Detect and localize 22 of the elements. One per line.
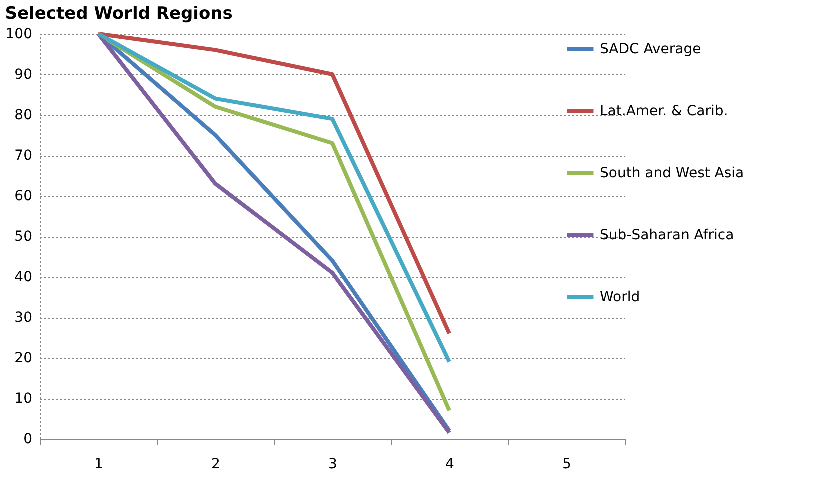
y-tick-label: 30 (14, 310, 32, 326)
legend-label: South and West Asia (600, 166, 744, 182)
y-tick-label: 0 (24, 432, 32, 448)
y-tick-label: 70 (14, 148, 32, 164)
legend-label: Sub-Saharan Africa (600, 228, 734, 244)
y-tick-label: 40 (14, 270, 32, 286)
y-tick-label: 100 (6, 26, 32, 42)
x-tick-label: 5 (562, 456, 572, 472)
y-tick-label: 50 (14, 229, 32, 245)
y-tick-label: 60 (14, 188, 32, 204)
y-tick-label: 20 (14, 350, 32, 366)
y-tick-label: 10 (14, 391, 32, 407)
y-tick-label: 80 (14, 108, 32, 124)
y-tick-label: 90 (14, 67, 32, 83)
x-tick-label: 2 (212, 456, 220, 472)
chart-title: Selected World Regions (5, 4, 233, 24)
legend-label: World (600, 290, 640, 306)
x-tick-label: 4 (446, 456, 455, 472)
x-tick-label: 1 (94, 456, 104, 472)
legend-label: Lat.Amer. & Carib. (600, 104, 728, 120)
legend-label: SADC Average (600, 42, 702, 58)
x-tick-label: 3 (328, 456, 338, 472)
